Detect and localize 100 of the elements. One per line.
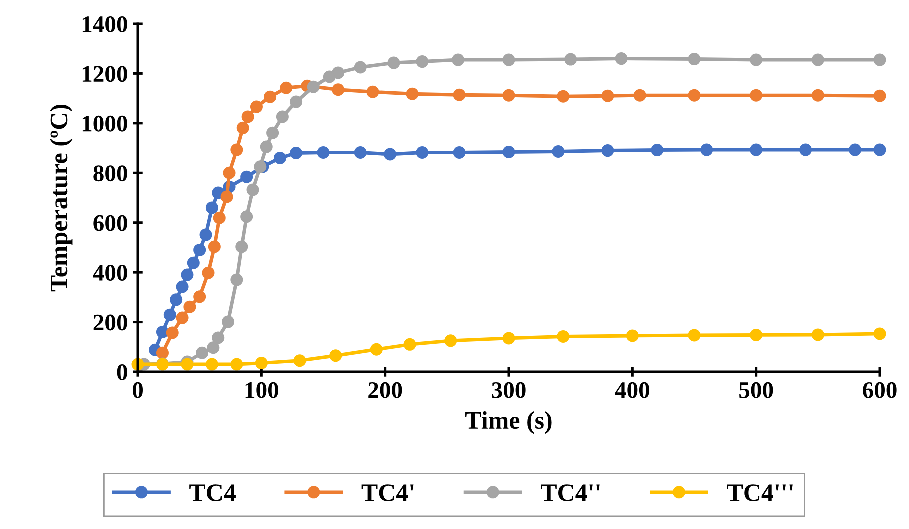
point [276,110,289,124]
point [274,152,286,164]
point [502,89,516,102]
point [230,144,244,156]
point [255,357,268,370]
point [196,346,209,360]
point [222,316,235,328]
point [290,147,303,160]
point [700,144,714,156]
legend-label: TC4'' [541,484,600,502]
point [254,160,267,174]
point [170,294,183,306]
point [750,144,763,156]
point [166,326,179,340]
legend-label: TC4''' [727,484,793,502]
point [502,146,516,159]
x-tick-label: 300 [492,382,526,398]
point [750,89,763,102]
point [812,89,824,102]
point [230,274,244,286]
point [332,84,345,96]
x-tick-label: 400 [615,382,650,398]
y-axis-title: Temperature (ºC) [50,105,73,292]
point [184,300,196,314]
point [370,343,383,356]
point [220,190,234,204]
y-tick-label: 1000 [82,116,128,132]
point [223,166,236,180]
point [156,346,169,360]
point [626,330,639,342]
point [384,148,397,161]
point [406,88,419,100]
y-tick-label: 200 [94,314,128,331]
point [236,122,250,134]
point [260,140,273,154]
point [176,312,189,324]
x-tick-label: 600 [863,382,897,398]
point [874,90,886,102]
point [176,280,189,294]
point [750,328,763,342]
point [194,244,206,256]
point [290,96,303,108]
point [634,89,646,102]
point [213,212,226,224]
point [452,54,465,66]
x-tick-label: 200 [368,382,402,398]
point [307,80,320,94]
point [181,268,194,282]
y-tick-label: 1400 [82,16,128,32]
point [388,56,400,70]
point [552,146,565,158]
point [206,358,218,371]
point [366,86,380,98]
point [812,328,824,342]
point [181,358,194,371]
point [688,53,701,66]
point [250,100,263,114]
point [202,266,215,280]
y-tick-label: 1200 [82,66,128,82]
point [294,354,306,368]
point [416,146,429,160]
point [502,54,516,66]
point [874,54,886,66]
point [416,56,429,68]
point [849,144,862,156]
y-tick-label: 800 [94,166,128,182]
point [354,61,367,74]
x-tick-label: 0 [132,382,144,398]
point [194,290,206,304]
point [206,202,218,214]
point [240,170,254,184]
point [236,240,248,254]
point [187,256,200,270]
point [453,146,466,160]
legend-label: TC4 [190,484,236,502]
point [354,146,367,160]
point [404,338,416,351]
point [615,52,628,66]
point [688,329,701,342]
point [564,53,578,66]
point [208,240,221,254]
point [164,308,176,322]
point [651,144,664,157]
point [242,110,254,124]
point [453,88,466,102]
point [688,89,701,102]
point [156,326,169,338]
point [602,144,614,158]
point [230,358,244,371]
point [602,90,614,102]
y-tick-label: 0 [117,364,128,380]
point [557,90,570,103]
point [266,126,280,140]
point [330,350,342,362]
point [444,334,458,348]
x-axis-title: Time (s) [466,411,552,434]
point [332,66,345,80]
point [246,184,260,196]
point [750,54,763,66]
y-tick-label: 600 [94,215,128,232]
